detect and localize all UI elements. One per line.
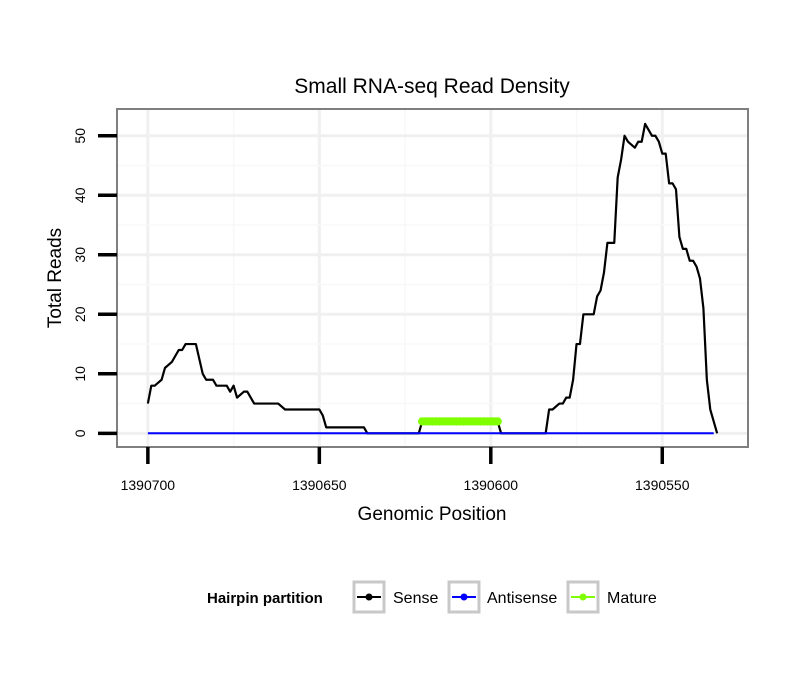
y-tick-label: 40 (72, 187, 88, 203)
series-line-sense (146, 122, 719, 435)
plot-border (116, 108, 749, 448)
x-tick-label: 1390550 (635, 477, 690, 493)
plot-panel (117, 109, 748, 447)
y-axis: 0 10 20 30 40 50 (72, 128, 117, 437)
series-layer (146, 122, 719, 435)
y-tick-label: 20 (72, 306, 88, 322)
series-point-mature (493, 417, 502, 426)
legend: Hairpin partition Sense Antisense Mature (207, 580, 657, 614)
chart-title: Small RNA-seq Read Density (294, 75, 570, 98)
x-tick-label: 1390700 (121, 477, 176, 493)
y-tick-label: 0 (72, 429, 88, 437)
legend-label-mature: Mature (607, 590, 657, 607)
legend-label-sense: Sense (393, 590, 438, 607)
x-tick-label: 1390650 (292, 477, 347, 493)
legend-item-antisense: Antisense (447, 580, 557, 614)
y-tick-label: 50 (72, 128, 88, 144)
legend-point-sense (365, 593, 373, 601)
legend-point-antisense (460, 593, 468, 601)
y-tick-label: 10 (72, 366, 88, 382)
y-axis-label: Total Reads (45, 228, 66, 328)
x-axis: 1390700 1390650 1390600 1390550 (121, 447, 690, 493)
legend-item-mature: Mature (566, 580, 657, 614)
legend-label-antisense: Antisense (487, 590, 557, 607)
legend-title: Hairpin partition (207, 590, 323, 607)
y-tick-label: 30 (72, 247, 88, 263)
legend-point-mature (579, 593, 587, 601)
x-tick-label: 1390600 (464, 477, 519, 493)
legend-item-sense: Sense (352, 580, 438, 614)
x-axis-label: Genomic Position (358, 504, 507, 525)
